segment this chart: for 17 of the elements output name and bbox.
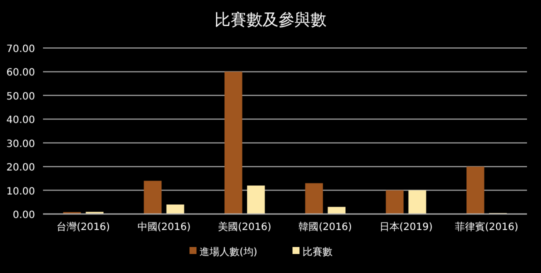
x-tick-label: 美國(2016): [218, 221, 272, 233]
x-tick-label: 中國(2016): [137, 221, 191, 233]
x-tick-label: 日本(2019): [379, 221, 433, 233]
y-tick-label: 50.00: [6, 91, 35, 102]
y-tick-label: 20.00: [6, 162, 35, 174]
y-tick-label: 70.00: [6, 44, 35, 55]
y-tick-label: 30.00: [6, 138, 35, 150]
x-tick-label: 韓國(2016): [298, 221, 352, 233]
y-tick-label: 10.00: [6, 186, 35, 198]
legend-label: 比賽數: [302, 246, 332, 258]
legend-label: 進場人數(均): [200, 246, 258, 258]
y-tick-label: 60.00: [6, 68, 35, 79]
y-tick-label: 0.00: [12, 210, 35, 221]
y-tick-label: 40.00: [6, 115, 35, 126]
x-tick-label: 台灣(2016): [56, 221, 110, 233]
x-tick-label: 菲律賓(2016): [455, 221, 518, 233]
chart-title: 比賽數及參與數: [214, 10, 326, 29]
